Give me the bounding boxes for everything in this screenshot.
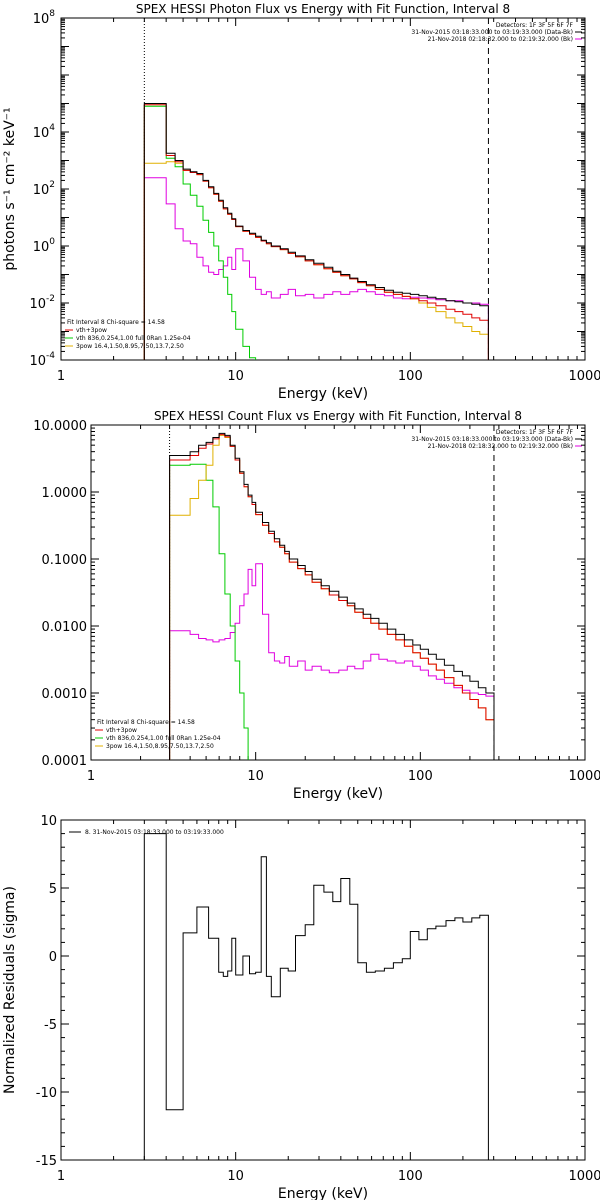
series-thermal [143, 105, 257, 360]
legend-entry: vth+3pow [106, 727, 137, 734]
series-powerlaw [143, 161, 489, 360]
legend-entry: 31-Nov-2015 03:18:33.000 to 03:19:33.000… [411, 436, 573, 443]
x-tick-label: 100 [398, 369, 423, 384]
y-tick-label: 0.1000 [42, 553, 88, 568]
series-total [143, 833, 489, 1160]
x-axis-label: Energy (keV) [278, 386, 368, 402]
legend-entry: vth+3pow [76, 327, 107, 334]
series-background [143, 177, 489, 360]
legend-entry: 3pow 16.4,1.50,8.95,7.50,13.7,2.50 [76, 343, 184, 350]
y-tick-label: 10.0000 [33, 419, 87, 434]
x-tick-label: 10 [227, 1169, 244, 1184]
legend-entry: vth 836,0.254,1.00 full 0Ran 1.25e-04 [106, 735, 221, 742]
y-tick-label: -5 [44, 1018, 57, 1033]
series-sum [143, 104, 489, 360]
y-tick-label: 1.0000 [42, 486, 88, 501]
y-tick-label: -15 [36, 1154, 57, 1169]
x-tick-label: 1 [87, 769, 95, 784]
y-tick-label: 0.0010 [42, 687, 88, 702]
legend-entry: Detectors: 1F 3F 5F 6F 7F [496, 22, 574, 29]
legend-entry: Fit Interval 8 Chi-square = 14.58 [97, 719, 195, 726]
x-tick-label: 100 [408, 769, 433, 784]
y-tick-label: 0.0001 [42, 754, 88, 769]
plot-frame [60, 17, 586, 361]
x-tick-label: 10 [227, 369, 244, 384]
legend-entry: vth 836,0.254,1.00 full 0Ran 1.25e-04 [76, 335, 191, 342]
plot-frame [60, 819, 586, 1161]
y-axis-label: Normalized Residuals (sigma) [2, 886, 18, 1094]
y-tick-label: 10-2 [29, 294, 55, 312]
series-thermal [169, 463, 249, 760]
y-tick-label: -10 [36, 1086, 57, 1101]
chart-panel-3: 1 10 100 1000 -15 -10 -5 0 5 10 Energy (keV) Normal… [2, 814, 600, 1202]
y-tick-label: 5 [49, 882, 57, 897]
plot-frame [90, 424, 586, 761]
y-tick-label: 10-4 [29, 351, 55, 369]
y-tick-label: 102 [33, 180, 55, 198]
x-tick-label: 1 [57, 1169, 65, 1184]
y-tick-label: 0.0100 [42, 620, 88, 635]
y-axis-label: photons s⁻¹ cm⁻² keV⁻¹ [2, 107, 18, 270]
chart-title: SPEX HESSI Photon Flux vs Energy with Fi… [136, 2, 510, 16]
legend-entry: 21-Nov-2018 02:18:32.000 to 02:19:32.000… [428, 443, 573, 450]
y-tick-label: 10 [40, 814, 57, 829]
x-tick-label: 100 [398, 1169, 423, 1184]
y-tick-label: 100 [33, 237, 56, 255]
legend-entry: 21-Nov-2018 02:18:32.000 to 02:19:32.000… [428, 36, 573, 43]
legend-entry: 8. 31-Nov-2015 03:18:33.000 to 03:19:33.… [85, 829, 224, 836]
series-sum [169, 434, 495, 760]
series-total [169, 432, 495, 760]
x-tick-label: 10 [247, 769, 264, 784]
series-background [169, 563, 495, 760]
legend-entry: Detectors: 1F 3F 5F 6F 7F [496, 429, 574, 436]
y-tick-label: 104 [33, 123, 56, 141]
y-tick-label: 0 [49, 950, 57, 965]
legend-entry: Fit Interval 8 Chi-square = 14.58 [67, 319, 165, 326]
chart-title: SPEX HESSI Count Flux vs Energy with Fit… [154, 409, 522, 423]
y-tick-label: 108 [33, 9, 56, 27]
chart-panel-1: 1 10 100 1000 10-4 10-2 100 102 104 108 SPEX HESSI… [2, 2, 600, 402]
x-tick-label: 1000 [568, 769, 600, 784]
x-axis-label: Energy (keV) [278, 1186, 368, 1200]
legend-entry: 3pow 16.4,1.50,8.95,7.50,13.7,2.50 [106, 743, 214, 750]
x-tick-label: 1 [57, 369, 65, 384]
x-tick-label: 1000 [568, 1169, 600, 1184]
legend-entry: 31-Nov-2015 03:18:33.000 to 03:19:33.000… [411, 29, 573, 36]
x-axis-label: Energy (keV) [293, 786, 383, 802]
series-powerlaw [169, 434, 495, 760]
x-tick-label: 1000 [568, 369, 600, 384]
chart-panel-2: 1 10 100 1000 0.0001 0.0010 0.0100 0.1000 1.0000… [33, 409, 600, 802]
series-total [143, 103, 489, 360]
